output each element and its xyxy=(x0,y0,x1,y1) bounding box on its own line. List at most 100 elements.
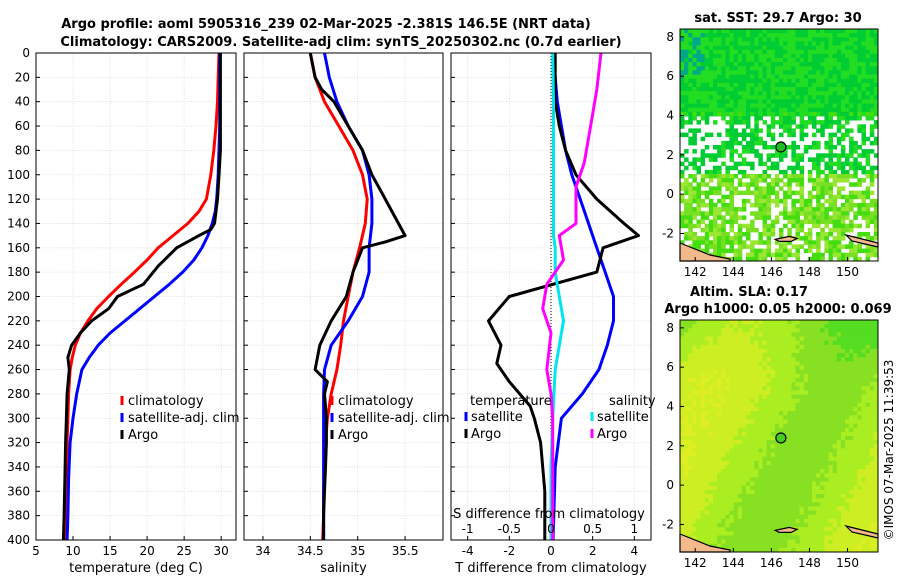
map-cell xyxy=(741,407,747,412)
map-cell xyxy=(708,460,714,466)
map-cell xyxy=(700,523,706,528)
map-cell xyxy=(807,481,813,487)
map-cell xyxy=(779,74,784,80)
map-cell xyxy=(849,390,854,395)
map-cell xyxy=(849,365,854,371)
map-cell xyxy=(828,394,833,400)
map-cell xyxy=(853,45,858,51)
map-cell xyxy=(680,373,685,379)
map-cell xyxy=(729,136,734,142)
map-cell xyxy=(770,136,776,142)
map-cell xyxy=(766,518,772,524)
map-cell xyxy=(754,340,759,346)
map-cell xyxy=(845,45,850,51)
map-cell xyxy=(721,402,726,408)
y-tick-label: 160 xyxy=(7,241,30,255)
map-cell xyxy=(828,357,833,362)
map-cell xyxy=(861,514,866,520)
map-cell xyxy=(754,99,759,104)
map-cell xyxy=(700,328,706,333)
map-cell xyxy=(766,361,772,366)
map-cell xyxy=(713,29,718,34)
map-cell xyxy=(824,182,829,187)
map-cell xyxy=(770,543,776,549)
map-cell xyxy=(680,527,685,532)
map-cell xyxy=(750,527,755,532)
map-cell xyxy=(766,514,772,520)
map-cell xyxy=(700,369,706,375)
map-cell xyxy=(741,514,747,520)
map-cell xyxy=(779,87,784,92)
map-cell xyxy=(717,402,722,408)
map-cell xyxy=(758,543,763,549)
map-cell xyxy=(853,456,858,462)
map-cell xyxy=(684,456,689,462)
map-cell xyxy=(680,489,685,495)
map-cell xyxy=(741,161,747,167)
y-tick-label: 380 xyxy=(7,509,30,523)
map-cell xyxy=(840,174,846,179)
map-cell xyxy=(799,49,805,55)
map-cell xyxy=(762,174,767,179)
map-cell xyxy=(824,407,829,412)
map-cell xyxy=(704,402,710,408)
map-cell xyxy=(820,465,825,470)
map-cell xyxy=(865,320,871,325)
map-cell xyxy=(704,448,710,453)
map-cell xyxy=(791,66,796,71)
map-cell xyxy=(741,365,747,371)
map-cell xyxy=(721,452,726,458)
map-cell xyxy=(721,469,726,474)
map-cell xyxy=(766,531,772,536)
map-cell xyxy=(737,373,743,379)
map-cell xyxy=(766,523,772,528)
map-cell xyxy=(820,469,825,474)
map-cell xyxy=(807,332,813,337)
map-cell xyxy=(758,456,763,462)
map-cell xyxy=(812,481,817,487)
map-cell xyxy=(840,33,846,38)
map-cell xyxy=(766,29,772,34)
map-cell xyxy=(717,165,722,171)
map-cell xyxy=(766,369,772,375)
map-cell xyxy=(725,539,730,545)
map-cell xyxy=(820,132,825,138)
map-cell xyxy=(729,186,734,191)
map-cell xyxy=(733,215,739,220)
map-cell xyxy=(684,111,689,117)
map-cell xyxy=(774,82,780,88)
map-cell xyxy=(733,378,739,383)
map-cell xyxy=(783,373,788,379)
map-cell xyxy=(700,74,706,80)
map-cell xyxy=(865,207,871,212)
map-cell xyxy=(700,365,706,371)
map-cell xyxy=(750,140,755,146)
map-cell xyxy=(721,99,726,104)
map-cell xyxy=(708,398,714,404)
map-cell xyxy=(873,514,879,520)
map-cell xyxy=(787,95,792,100)
map-cell xyxy=(758,116,763,121)
y-tick-label: 260 xyxy=(7,363,30,377)
map-cell xyxy=(692,390,697,395)
legend-label: climatology xyxy=(128,394,204,409)
map-cell xyxy=(832,37,838,42)
map-cell xyxy=(803,427,809,433)
map-cell xyxy=(750,390,755,395)
map-title: sat. SST: 29.7 Argo: 30 xyxy=(694,11,861,26)
map-cell xyxy=(799,415,805,420)
map-cell xyxy=(853,489,858,495)
map-cell xyxy=(849,190,854,196)
map-cell xyxy=(754,543,759,549)
map-cell xyxy=(787,539,792,545)
map-cell xyxy=(754,74,759,80)
map-cell xyxy=(692,494,697,499)
map-cell xyxy=(853,74,858,80)
map-cell xyxy=(783,535,788,540)
map-cell xyxy=(708,411,714,416)
map-cell xyxy=(836,111,842,117)
map-cell xyxy=(700,45,706,51)
map-cell xyxy=(721,332,726,337)
map-cell xyxy=(787,431,792,437)
map-cell xyxy=(779,386,784,391)
